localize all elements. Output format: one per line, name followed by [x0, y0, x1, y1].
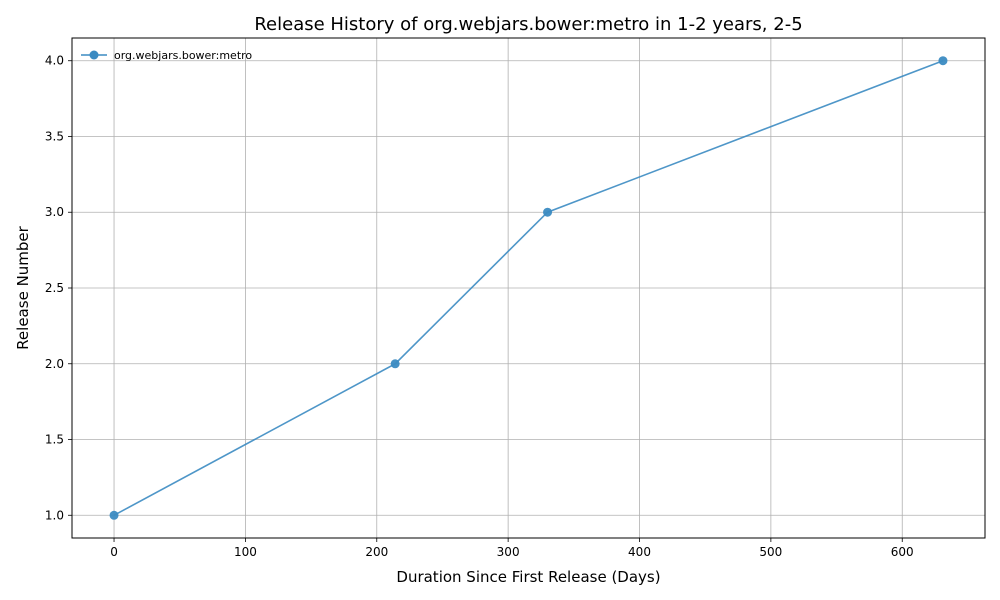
y-axis-title: Release Number: [14, 225, 32, 349]
legend-label: org.webjars.bower:metro: [114, 49, 252, 62]
y-tick-label: 1.5: [45, 433, 64, 447]
series-layer: [109, 56, 948, 520]
x-tick-label: 200: [365, 545, 388, 559]
legend-marker-swatch: [89, 50, 99, 60]
y-tick-label: 3.0: [45, 205, 64, 219]
legend: org.webjars.bower:metro: [81, 49, 252, 62]
data-point-marker: [938, 56, 948, 66]
x-tick-label: 600: [891, 545, 914, 559]
y-tick-label: 1.0: [45, 508, 64, 522]
y-tick-label: 3.5: [45, 129, 64, 143]
series-line: [113, 59, 944, 517]
data-point-marker: [109, 510, 119, 520]
data-point-marker: [543, 207, 553, 217]
data-point-marker: [390, 359, 400, 369]
y-tick-label: 2.5: [45, 281, 64, 295]
x-tick-label: 500: [759, 545, 782, 559]
x-tick-label: 100: [234, 545, 257, 559]
y-tick-label: 2.0: [45, 357, 64, 371]
x-axis-ticks: 0 100 200 300 400 500 600: [110, 538, 914, 559]
x-tick-label: 400: [628, 545, 651, 559]
x-tick-label: 0: [110, 545, 118, 559]
chart-title: Release History of org.webjars.bower:met…: [254, 14, 802, 35]
y-tick-label: 4.0: [45, 54, 64, 68]
x-axis-title: Duration Since First Release (Days): [396, 568, 660, 586]
grid-lines: [72, 38, 985, 538]
x-tick-label: 300: [497, 545, 520, 559]
y-axis-ticks: 1.0 1.5 2.0 2.5 3.0 3.5 4.0: [45, 54, 72, 522]
